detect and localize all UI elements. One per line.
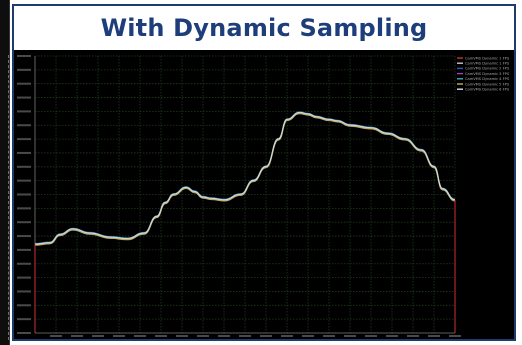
grid-lines — [34, 55, 456, 334]
x-tick-label — [155, 335, 167, 337]
y-tick-label — [17, 165, 31, 168]
legend-label: CamVMS Dynamic 2 FPS — [465, 67, 510, 71]
y-tick-label — [17, 68, 31, 71]
x-tick-label — [176, 335, 188, 337]
x-tick-label — [428, 335, 440, 337]
x-tick-label — [134, 335, 146, 337]
x-tick-label — [260, 335, 272, 337]
plot-area: CamVMS Dynamic 1 FPS CamVMS Dynamic 1 FPS… — [14, 50, 514, 339]
chart-frame: With Dynamic Sampling CamVMS Dynamic 1 F… — [12, 4, 516, 341]
x-tick-label — [407, 335, 419, 337]
x-tick-label — [344, 335, 356, 337]
title-bar: With Dynamic Sampling — [14, 6, 514, 50]
y-tick-label — [17, 304, 31, 307]
legend: CamVMS Dynamic 1 FPS CamVMS Dynamic 1 FPS… — [457, 56, 510, 92]
y-tick-label — [17, 207, 31, 210]
x-tick-label — [50, 335, 62, 337]
x-tick-label — [92, 335, 104, 337]
x-tick-label — [71, 335, 83, 337]
x-tick-label — [218, 335, 230, 337]
series-lines — [34, 111, 456, 333]
y-tick-label — [17, 179, 31, 182]
x-tick-label — [386, 335, 398, 337]
y-tick-label — [17, 110, 31, 113]
x-tick-label — [323, 335, 335, 337]
series-line — [34, 111, 456, 245]
y-tick-label — [17, 262, 31, 265]
x-tick-label — [449, 335, 461, 337]
x-tick-label — [365, 335, 377, 337]
y-tick-label — [17, 82, 31, 85]
legend-label: CamVMS Dynamic 4 FPS — [465, 77, 510, 81]
legend-label: CamVMS Dynamic 1 FPS — [465, 56, 510, 60]
y-tick-label — [17, 55, 31, 57]
y-tick-label — [17, 332, 31, 334]
x-tick-label — [302, 335, 314, 337]
y-tick-label — [17, 221, 31, 224]
y-tick-label — [17, 276, 31, 279]
x-tick-label — [197, 335, 209, 337]
x-tick-label — [281, 335, 293, 337]
y-tick-label — [17, 151, 31, 154]
x-tick-label — [239, 335, 251, 337]
chart-title: With Dynamic Sampling — [100, 14, 428, 42]
y-tick-label — [17, 96, 31, 99]
line-chart: CamVMS Dynamic 1 FPS CamVMS Dynamic 1 FPS… — [17, 55, 510, 337]
adjacent-panel-edge — [0, 0, 10, 345]
y-tick-label — [17, 193, 31, 196]
y-tick-label — [17, 235, 31, 238]
y-tick-label — [17, 290, 31, 293]
legend-label: CamVMS Dynamic 1 FPS — [465, 62, 510, 66]
x-tick-label — [113, 335, 125, 337]
legend-label: CamVMS Dynamic 6 FPS — [465, 88, 510, 92]
y-tick-label — [17, 248, 31, 251]
y-tick-label — [17, 318, 31, 321]
legend-label: CamVMS Dynamic 3 FPS — [465, 72, 510, 76]
y-tick-label — [17, 124, 31, 127]
y-tick-label — [17, 138, 31, 141]
legend-label: CamVMS Dynamic 5 FPS — [465, 82, 510, 86]
adjacent-panel-border — [4, 55, 9, 340]
